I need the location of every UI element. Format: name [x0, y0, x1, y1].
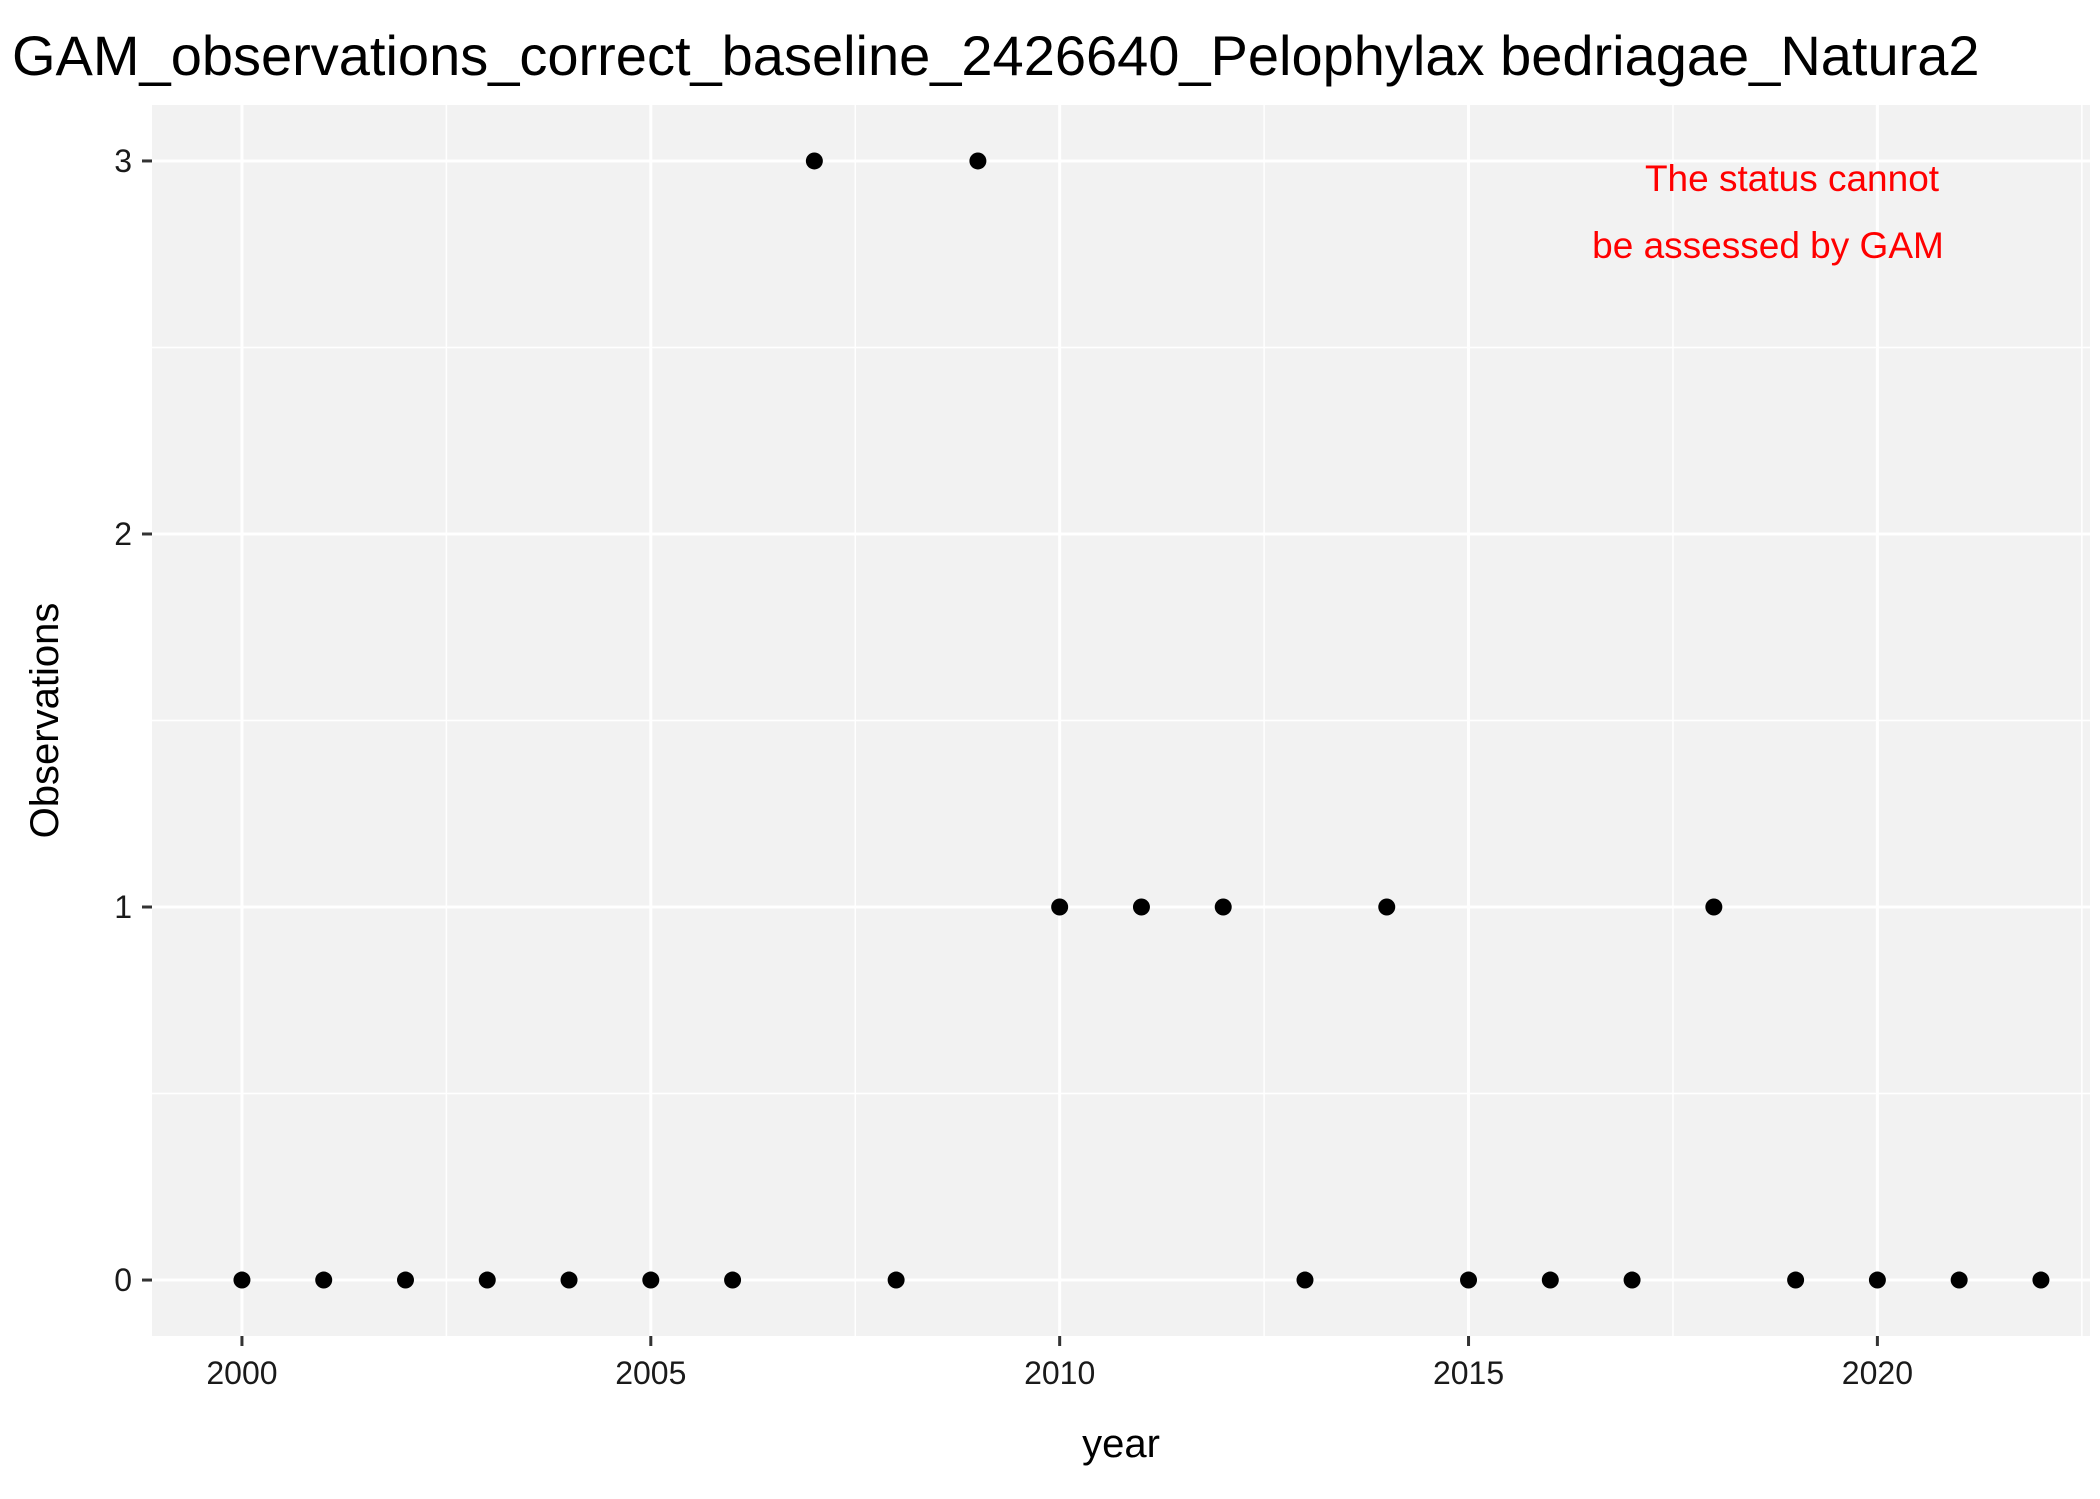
data-point	[1051, 898, 1069, 916]
data-point	[805, 152, 823, 170]
annotation-line-2: be assessed by GAM	[1592, 225, 1944, 266]
x-tick-label: 2015	[1433, 1355, 1504, 1391]
data-point	[1787, 1271, 1805, 1289]
chart-title: GAM_observations_correct_baseline_242664…	[12, 24, 1980, 87]
axes: 2000 2005 2010 2015 2020 0 1 2 3	[114, 143, 1913, 1391]
data-points	[233, 152, 2050, 1289]
data-point	[1705, 898, 1723, 916]
data-point	[233, 1271, 251, 1289]
data-point	[642, 1271, 660, 1289]
y-tick-label: 3	[114, 143, 132, 179]
data-point	[724, 1271, 742, 1289]
x-axis-title: year	[1082, 1422, 1160, 1466]
data-point	[1378, 898, 1396, 916]
data-point	[396, 1271, 414, 1289]
data-point	[1296, 1271, 1314, 1289]
data-point	[969, 152, 987, 170]
data-point	[315, 1271, 333, 1289]
x-tick-label: 2010	[1024, 1355, 1095, 1391]
x-tick-label: 2005	[615, 1355, 686, 1391]
data-point	[1541, 1271, 1559, 1289]
data-point	[1868, 1271, 1886, 1289]
data-point	[887, 1271, 905, 1289]
data-point	[1214, 898, 1232, 916]
y-tick-label: 1	[114, 889, 132, 925]
y-axis-title: Observations	[23, 603, 67, 839]
data-point	[1460, 1271, 1478, 1289]
grid-lines	[152, 105, 2090, 1336]
data-point	[2032, 1271, 2050, 1289]
data-point	[478, 1271, 496, 1289]
data-point	[1132, 898, 1150, 916]
y-tick-label: 2	[114, 516, 132, 552]
x-tick-label: 2020	[1842, 1355, 1913, 1391]
annotation-line-1: The status cannot	[1645, 158, 1940, 199]
data-point	[1623, 1271, 1641, 1289]
data-point	[1950, 1271, 1968, 1289]
x-tick-label: 2000	[206, 1355, 277, 1391]
data-point	[560, 1271, 578, 1289]
y-tick-label: 0	[114, 1262, 132, 1298]
